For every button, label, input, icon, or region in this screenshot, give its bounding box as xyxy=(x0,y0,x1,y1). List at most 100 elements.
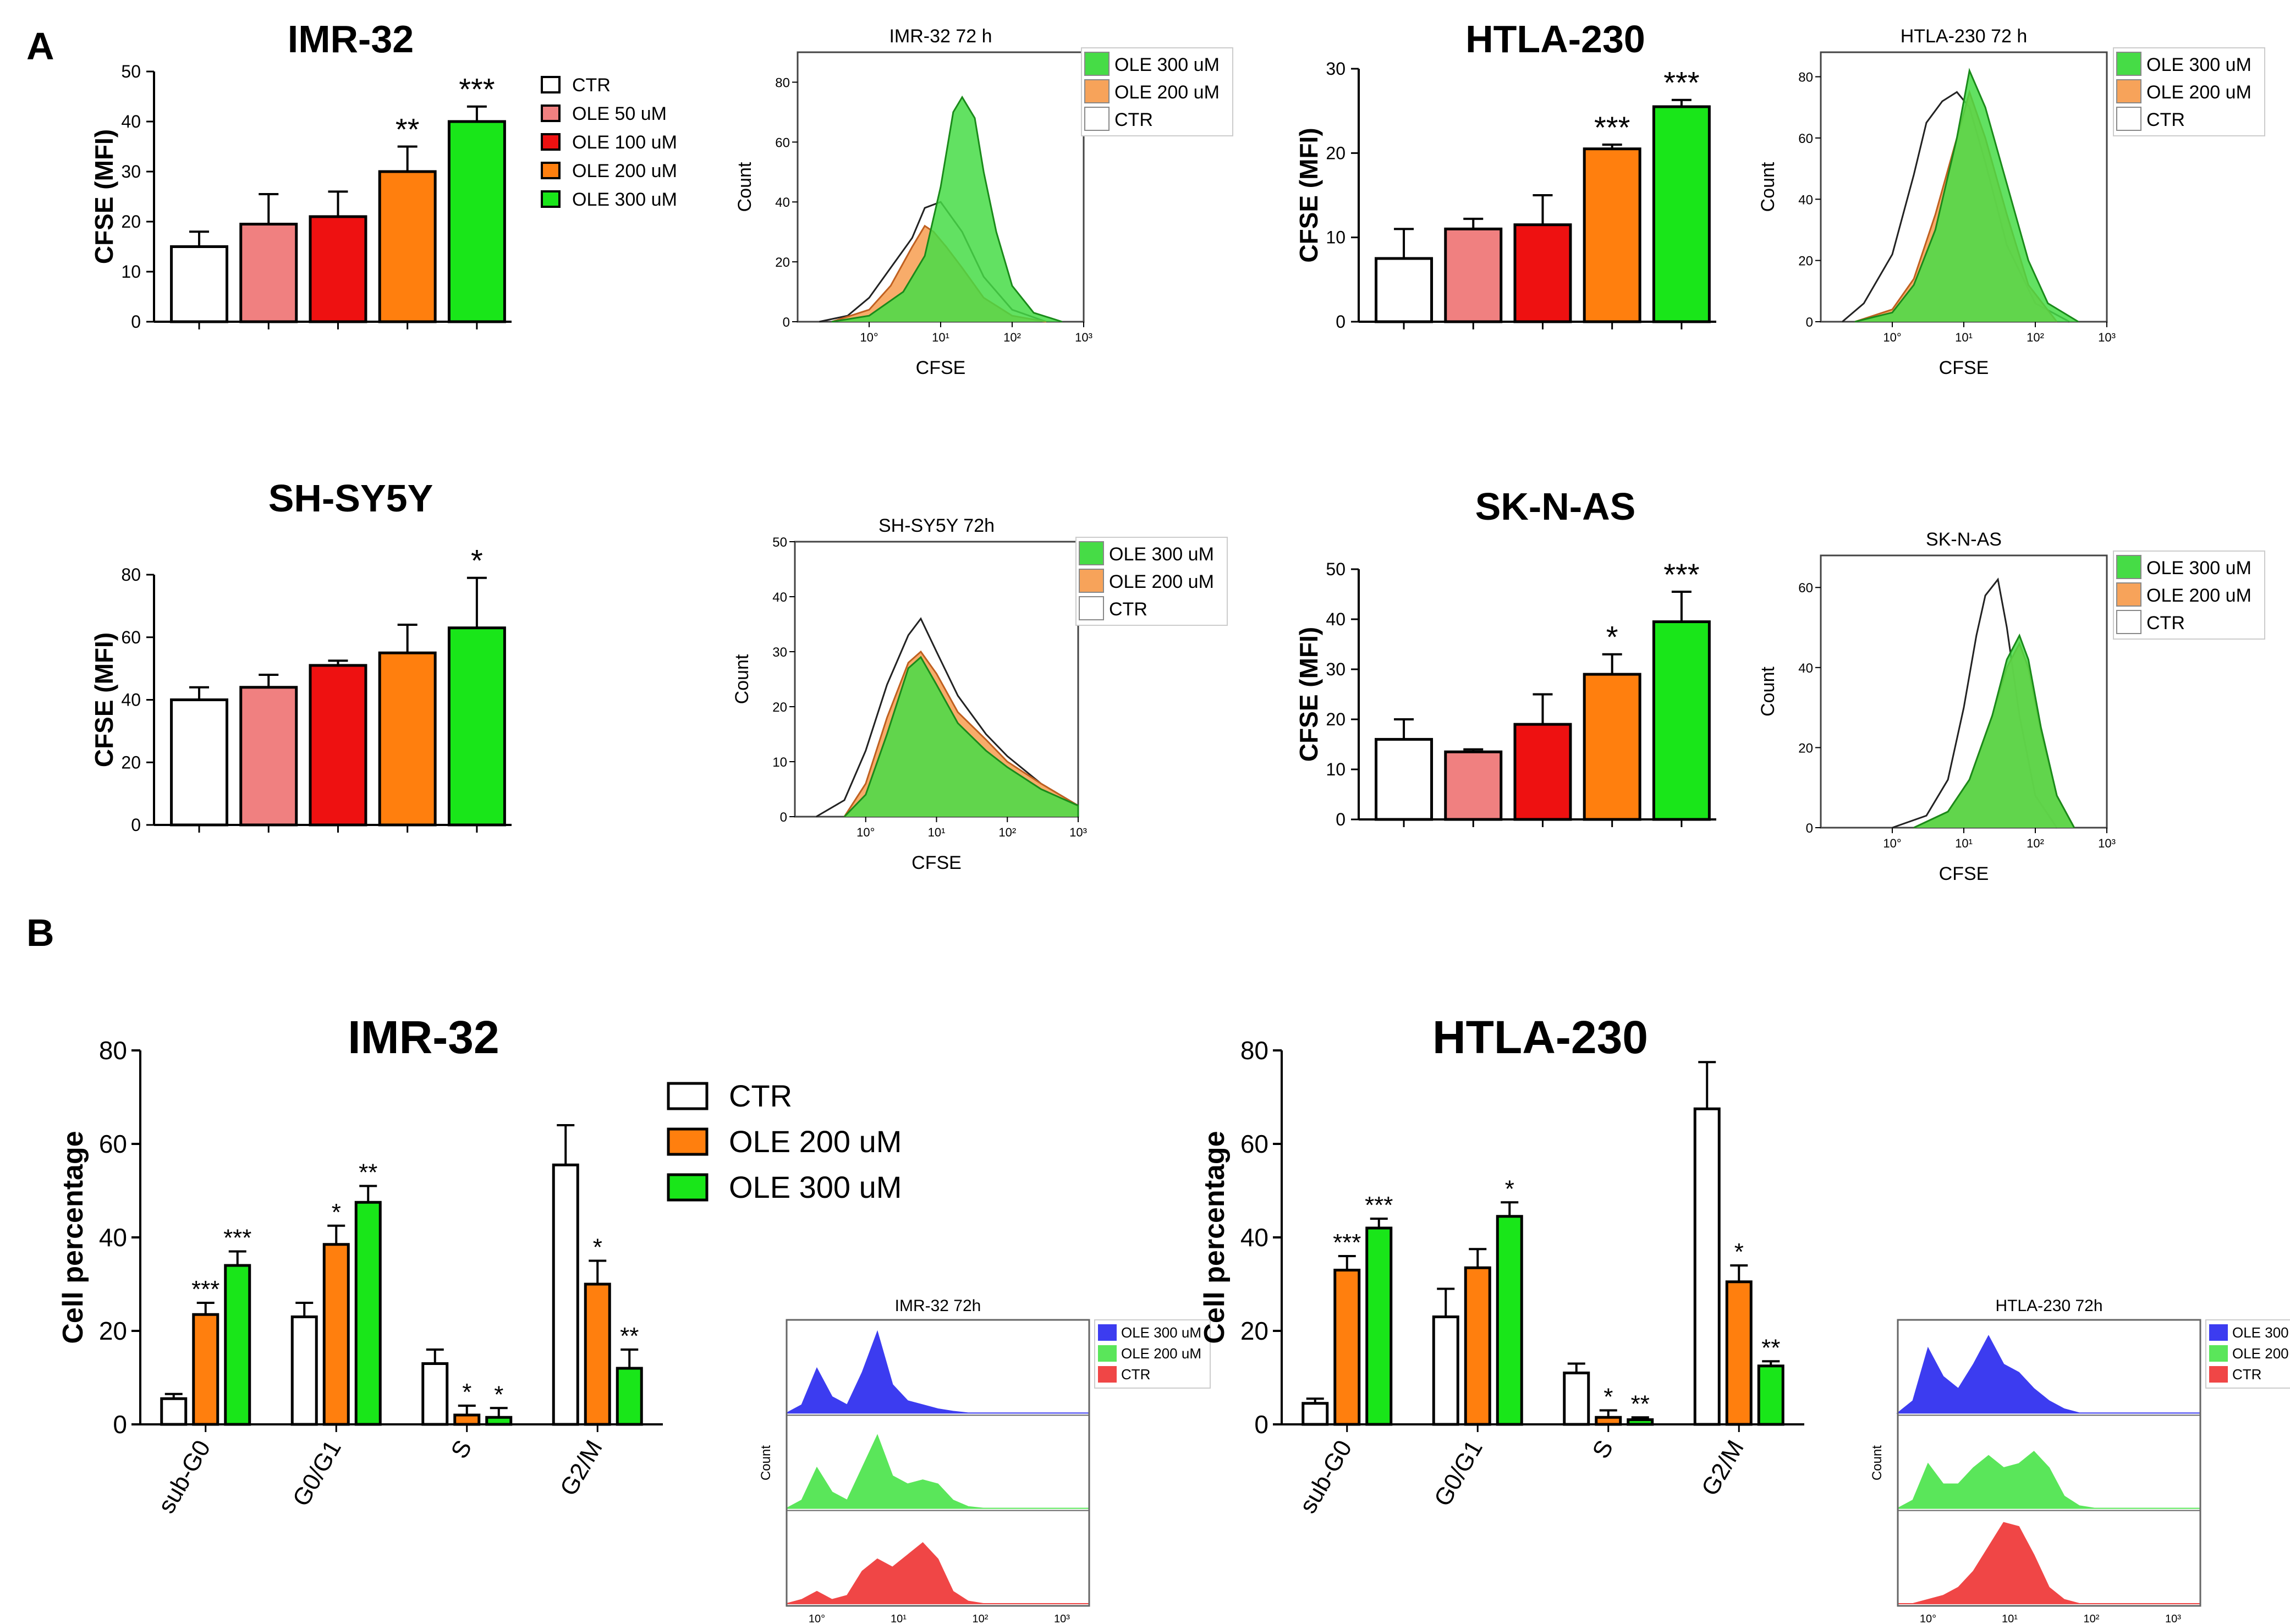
legend-label: CTR xyxy=(1121,1366,1150,1383)
legend-cell-cycle: CTR OLE 200 uM OLE 300 uM xyxy=(667,1078,902,1204)
legend-swatch xyxy=(541,76,561,93)
y-tick-label: 20 xyxy=(121,212,141,232)
x-tick-label: G2/M xyxy=(1696,1436,1749,1501)
chart-hist-sknas: SK-N-AS 0 20 40 60 10° 10¹ 10² 10³ CFSE Count OLE 3… xyxy=(1758,529,2265,884)
chart-title: HTLA-230 xyxy=(1432,1011,1648,1063)
legend-swatch xyxy=(541,162,561,179)
legend-label: OLE 300 uM xyxy=(2146,54,2251,75)
y-tick-label: 20 xyxy=(1798,741,1813,756)
y-tick-label: 0 xyxy=(780,810,787,825)
x-tick-label: S xyxy=(446,1436,477,1463)
x-tick-label: G2/M xyxy=(555,1436,608,1501)
y-tick-label: 0 xyxy=(1254,1410,1268,1439)
legend-label: OLE 200 uM xyxy=(2146,585,2251,606)
bar xyxy=(1301,1402,1329,1426)
legend-label: CTR xyxy=(1114,109,1153,130)
bar xyxy=(447,120,506,323)
chart-bar-htla: HTLA-230 0 10 20 30 CFSE (MFI) *** *** xyxy=(1294,18,1716,332)
legend-label: OLE 200 uM xyxy=(2146,82,2251,103)
y-tick-label: 50 xyxy=(1326,559,1346,579)
y-tick-label: 20 xyxy=(775,255,790,270)
chart-title: SK-N-AS xyxy=(1926,529,2002,550)
legend-label: CTR xyxy=(572,75,611,96)
bar xyxy=(224,1264,251,1426)
legend-label: OLE 300 uM xyxy=(572,189,677,210)
bar xyxy=(485,1416,513,1426)
bar xyxy=(378,651,437,827)
significance-label: *** xyxy=(1663,557,1699,592)
x-tick-label: sub-G0 xyxy=(1294,1436,1358,1518)
y-tick-label: 60 xyxy=(1798,131,1813,146)
panel-label-a: A xyxy=(26,25,54,68)
y-tick-label: 20 xyxy=(121,752,141,772)
bar xyxy=(1464,1266,1491,1426)
bar xyxy=(1693,1107,1721,1426)
x-tick-label: 10¹ xyxy=(891,1613,907,1624)
legend-swatch xyxy=(2116,79,2141,103)
legend-swatch xyxy=(1098,1345,1117,1362)
legend-swatch xyxy=(1098,1324,1117,1341)
dna-histogram-ole-200-um xyxy=(1897,1451,2200,1509)
significance-label: *** xyxy=(1594,110,1630,145)
bar xyxy=(1652,105,1711,323)
plot-frame xyxy=(786,1319,1090,1607)
y-tick-label: 50 xyxy=(121,62,141,81)
y-tick-label: 30 xyxy=(121,162,141,181)
x-tick-label: S xyxy=(1587,1436,1618,1463)
significance-label: ** xyxy=(359,1159,377,1186)
x-axis-label: CFSE xyxy=(911,852,962,873)
legend-swatch xyxy=(1084,107,1110,131)
x-tick-label: sub-G0 xyxy=(153,1436,216,1518)
x-tick-label: 10¹ xyxy=(928,825,946,839)
bar xyxy=(1627,1418,1654,1426)
significance-label: ** xyxy=(620,1323,639,1350)
dna-histogram-ole-300-um xyxy=(786,1330,1089,1414)
x-tick-label: G0/G1 xyxy=(1429,1436,1488,1511)
bar xyxy=(1583,147,1641,323)
legend-swatch xyxy=(2209,1324,2228,1341)
bar xyxy=(1496,1215,1523,1426)
y-tick-label: 0 xyxy=(1336,312,1346,332)
significance-label: *** xyxy=(191,1276,219,1303)
y-tick-label: 80 xyxy=(1240,1036,1268,1065)
legend-swatch xyxy=(1084,52,1110,76)
legend-swatch xyxy=(2116,107,2141,131)
chart-bar-sh: SH-SY5Y 0 20 40 60 80 CFSE (MFI) * xyxy=(90,477,512,835)
x-tick-label: 10³ xyxy=(2098,331,2116,344)
bar xyxy=(552,1163,579,1426)
significance-label: * xyxy=(462,1379,471,1406)
y-tick-label: 50 xyxy=(772,535,787,550)
x-tick-label: 10² xyxy=(973,1613,989,1624)
dna-histogram-ctr xyxy=(786,1542,1089,1604)
legend-label: OLE 200 uM xyxy=(1114,82,1220,103)
legend-label: OLE 50 uM xyxy=(572,103,667,124)
histogram-ole-300-um xyxy=(843,656,1079,818)
legend-label: CTR xyxy=(2146,613,2185,634)
y-tick-label: 0 xyxy=(1806,821,1813,836)
y-axis-label: Count xyxy=(734,162,755,212)
significance-label: * xyxy=(494,1381,503,1408)
x-tick-label: 10² xyxy=(2027,331,2044,344)
significance-label: * xyxy=(1606,620,1618,654)
chart-title: SH-SY5Y xyxy=(268,477,433,520)
y-tick-label: 20 xyxy=(1240,1317,1268,1345)
significance-label: *** xyxy=(1663,65,1699,100)
y-tick-label: 60 xyxy=(1798,581,1813,596)
x-tick-label: 10° xyxy=(1883,331,1901,344)
dna-histogram-ole-300-um xyxy=(1896,1335,2200,1414)
x-tick-label: 10¹ xyxy=(2002,1613,2018,1624)
bar xyxy=(1513,723,1572,821)
y-tick-label: 10 xyxy=(121,262,141,282)
bar xyxy=(1725,1280,1753,1426)
legend-swatch xyxy=(2116,582,2141,607)
y-tick-label: 40 xyxy=(772,590,787,605)
x-tick-label: 10³ xyxy=(1069,825,1087,839)
y-tick-label: 60 xyxy=(99,1130,127,1158)
x-tick-label: 10² xyxy=(2027,836,2044,850)
plot-frame xyxy=(1897,1319,2201,1607)
bar xyxy=(1513,223,1572,323)
y-tick-label: 40 xyxy=(99,1223,127,1252)
chart-title: HTLA-230 xyxy=(1465,18,1645,60)
